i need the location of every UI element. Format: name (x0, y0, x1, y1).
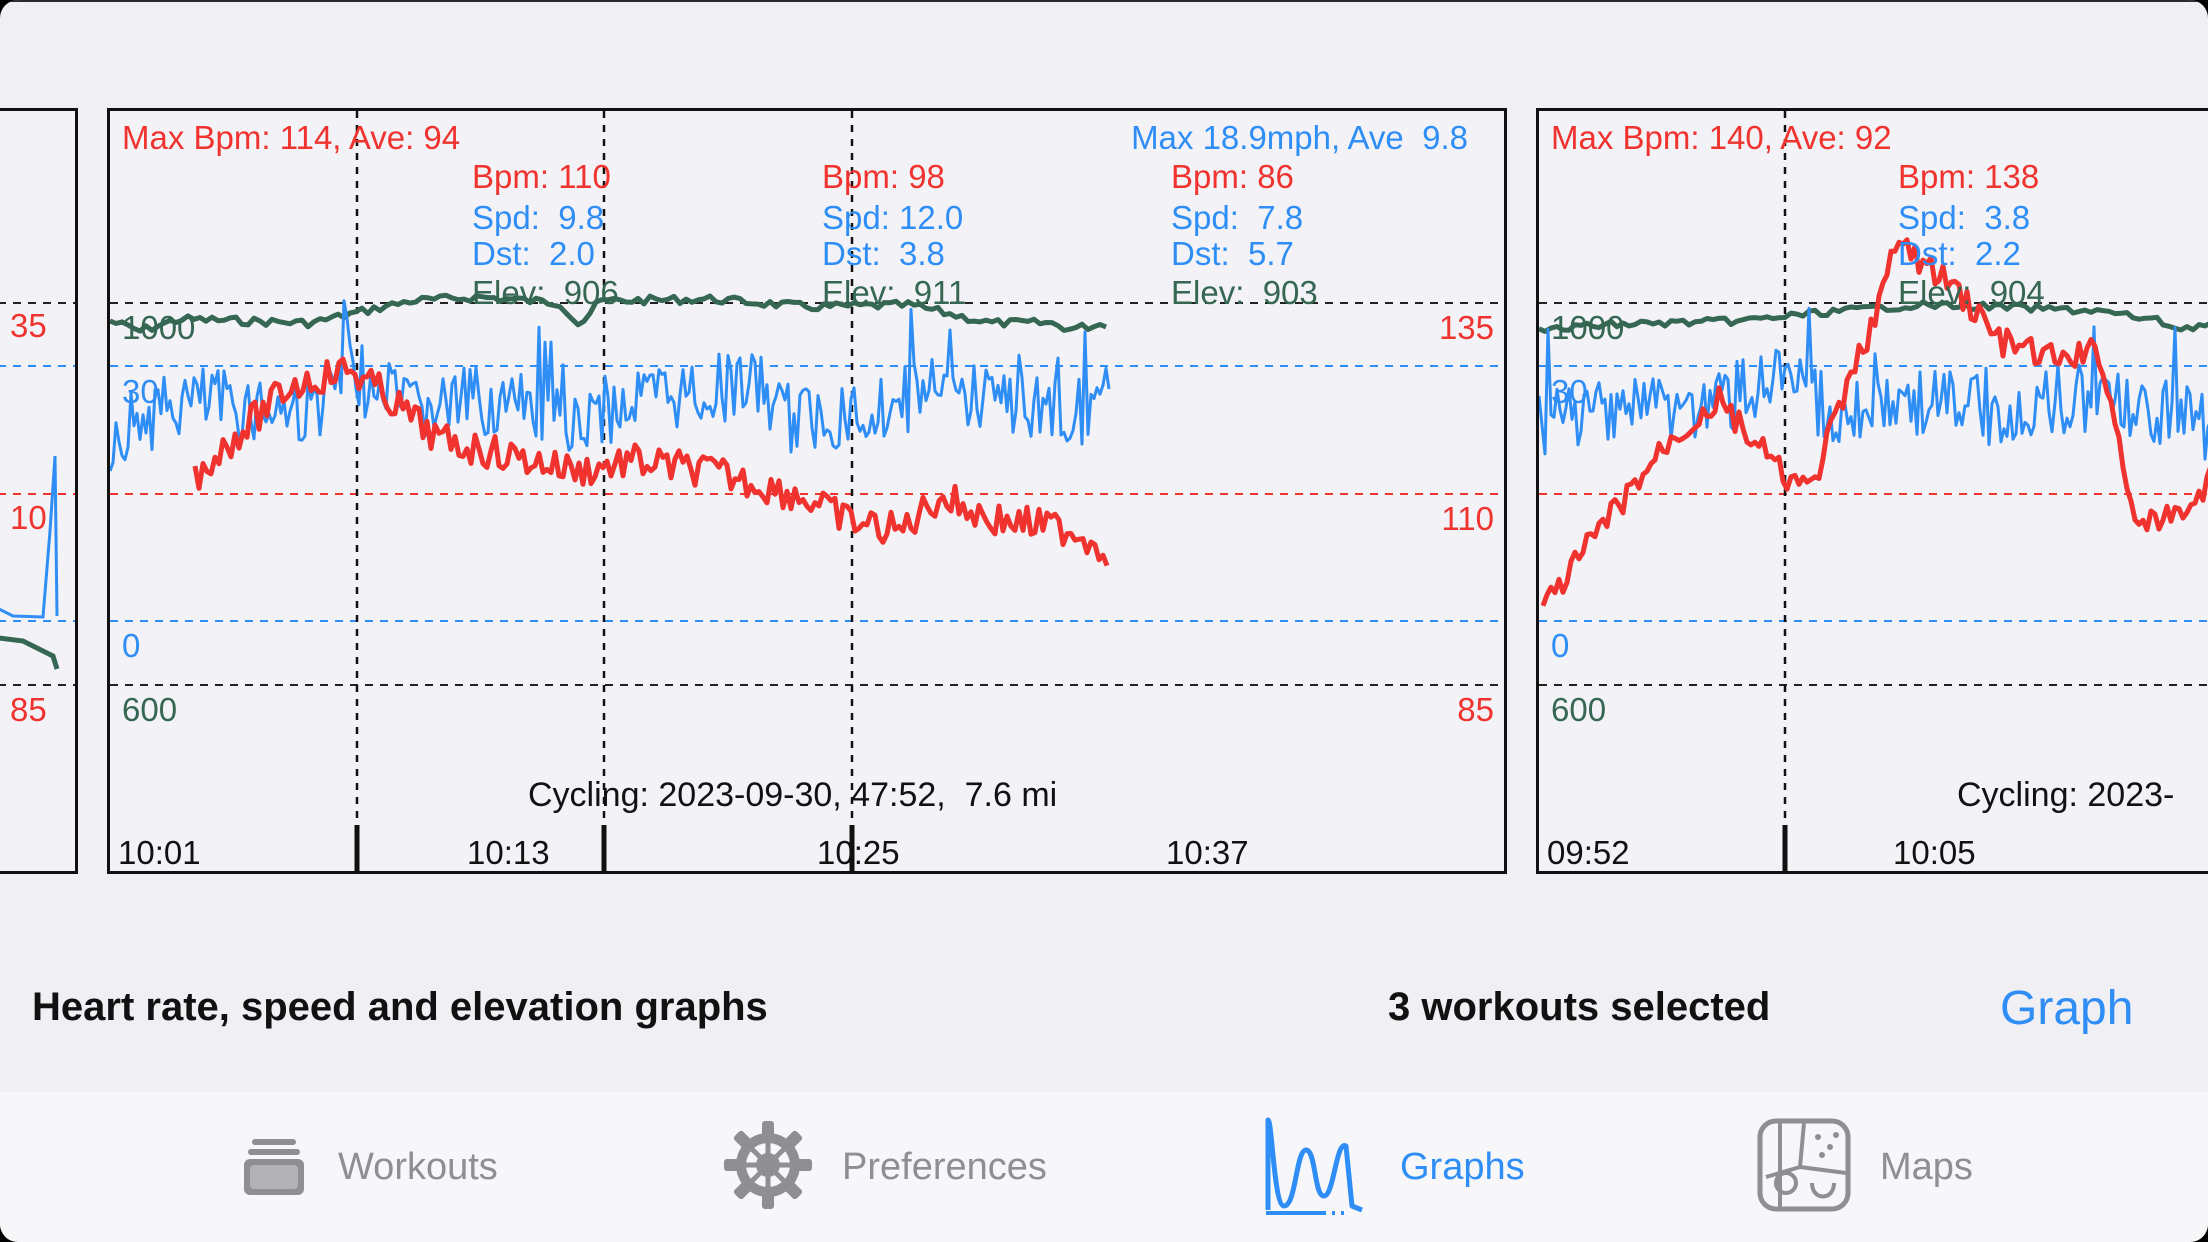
readout-bpm: Bpm: 98 (822, 158, 945, 195)
tab-label: Maps (1880, 1145, 1973, 1188)
tab-maps[interactable]: Maps (1756, 1092, 1973, 1242)
hr-summary: Max Bpm: 114, Ave: 94 (122, 119, 461, 156)
readout-bpm: Bpm: 138 (1898, 158, 2040, 195)
tab-label: Preferences (842, 1145, 1047, 1188)
readout-distance: Dst: 5.7 (1171, 235, 1294, 272)
speed-axis-bottom: 0 (1551, 627, 1570, 664)
speed-series-line (1539, 306, 2208, 461)
graph-wave-icon (1262, 1110, 1372, 1225)
time-label: 10:05 (1893, 834, 1976, 871)
speed-axis-bottom: 0 (122, 627, 141, 664)
time-label: 10:01 (118, 834, 201, 871)
tab-preferences[interactable]: Preferences (722, 1092, 1047, 1242)
tray-stack-icon (238, 1129, 310, 1206)
hr-summary: Max Bpm: 140, Ave: 92 (1551, 119, 1892, 156)
speed-axis-top: 30 (1551, 373, 1588, 410)
hr-axis-top: 135 (1438, 309, 1494, 346)
elevation-series-line (110, 292, 1107, 334)
readout-speed: Spd: 9.8 (472, 199, 605, 236)
graphs-description: Heart rate, speed and elevation graphs (32, 985, 768, 1029)
tab-label: Graphs (1400, 1145, 1525, 1188)
tab-graphs[interactable]: Graphs (1262, 1092, 1525, 1242)
graph-lines-main (110, 111, 1504, 871)
selected-count: 3 workouts selected (1388, 985, 1771, 1029)
heart-rate-series-line (192, 356, 1110, 567)
previous-hr-axis-110: 10 (10, 499, 47, 536)
readout-distance: Dst: 2.2 (1898, 235, 2021, 272)
workout-graph-next[interactable]: Max Bpm: 140, Ave: 92 Bpm: 138 Spd: 3.8 … (1536, 108, 2208, 874)
time-label: 10:25 (817, 834, 900, 871)
readout-speed: Spd: 12.0 (822, 199, 964, 236)
workout-graph-panel[interactable]: Max Bpm: 114, Ave: 94 Max 18.9mph, Ave 9… (107, 108, 1507, 874)
readout-speed: Spd: 7.8 (1171, 199, 1304, 236)
hr-axis-middle: 110 (1441, 500, 1494, 537)
selection-bar: Heart rate, speed and elevation graphs 3… (0, 982, 2208, 1035)
elevation-series-line (1539, 299, 2208, 334)
readout-speed: Spd: 3.8 (1898, 199, 2031, 236)
previous-hr-axis-135: 35 (10, 307, 47, 344)
speed-series-line (110, 299, 1111, 472)
graph-lines-previous (0, 302, 75, 686)
workout-caption: Cycling: 2023- (1957, 776, 2175, 814)
previous-hr-axis-85: 85 (10, 691, 47, 728)
readout-elevation: Elev: 903 (1171, 274, 1318, 311)
speed-summary: Max 18.9mph, Ave 9.8 (1131, 119, 1468, 156)
readout-elevation: Elev: 911 (822, 274, 967, 311)
readout-elevation: Elev: 904 (1898, 274, 2045, 311)
elevation-axis-top: 1000 (122, 309, 196, 346)
readout-distance: Dst: 2.0 (472, 235, 595, 272)
time-label: 10:37 (1166, 834, 1249, 871)
speed-axis-top: 30 (122, 373, 159, 410)
tab-bar: Workouts (0, 1092, 2208, 1242)
gear-icon (722, 1119, 814, 1216)
readout-elevation: Elev: 906 (472, 274, 619, 311)
time-label: 10:13 (467, 834, 550, 871)
readout-bpm: Bpm: 86 (1171, 158, 1294, 195)
time-label: 09:52 (1547, 834, 1630, 871)
graph-strip[interactable]: 35 10 85 Max Bpm: 114, Ave: 94 Max 18.9m… (0, 108, 2208, 874)
tab-label: Workouts (338, 1145, 498, 1188)
heart-rate-series-line (1540, 237, 2208, 607)
tab-workouts[interactable]: Workouts (238, 1092, 498, 1242)
elevation-axis-bottom: 600 (1551, 691, 1607, 728)
workout-caption: Cycling: 2023-09-30, 47:52, 7.6 mi (528, 776, 1058, 814)
readout-bpm: Bpm: 110 (472, 158, 611, 195)
elevation-axis-bottom: 600 (122, 691, 178, 728)
elevation-axis-top: 1000 (1551, 309, 1625, 346)
graph-lines-next (1539, 111, 2208, 871)
readout-distance: Dst: 3.8 (822, 235, 945, 272)
top-divider (0, 0, 2208, 2)
hr-axis-bottom: 85 (1457, 691, 1494, 728)
workout-graph-previous[interactable]: 35 10 85 (0, 108, 78, 874)
graph-button[interactable]: Graph (2000, 982, 2134, 1035)
map-icon (1756, 1117, 1852, 1218)
